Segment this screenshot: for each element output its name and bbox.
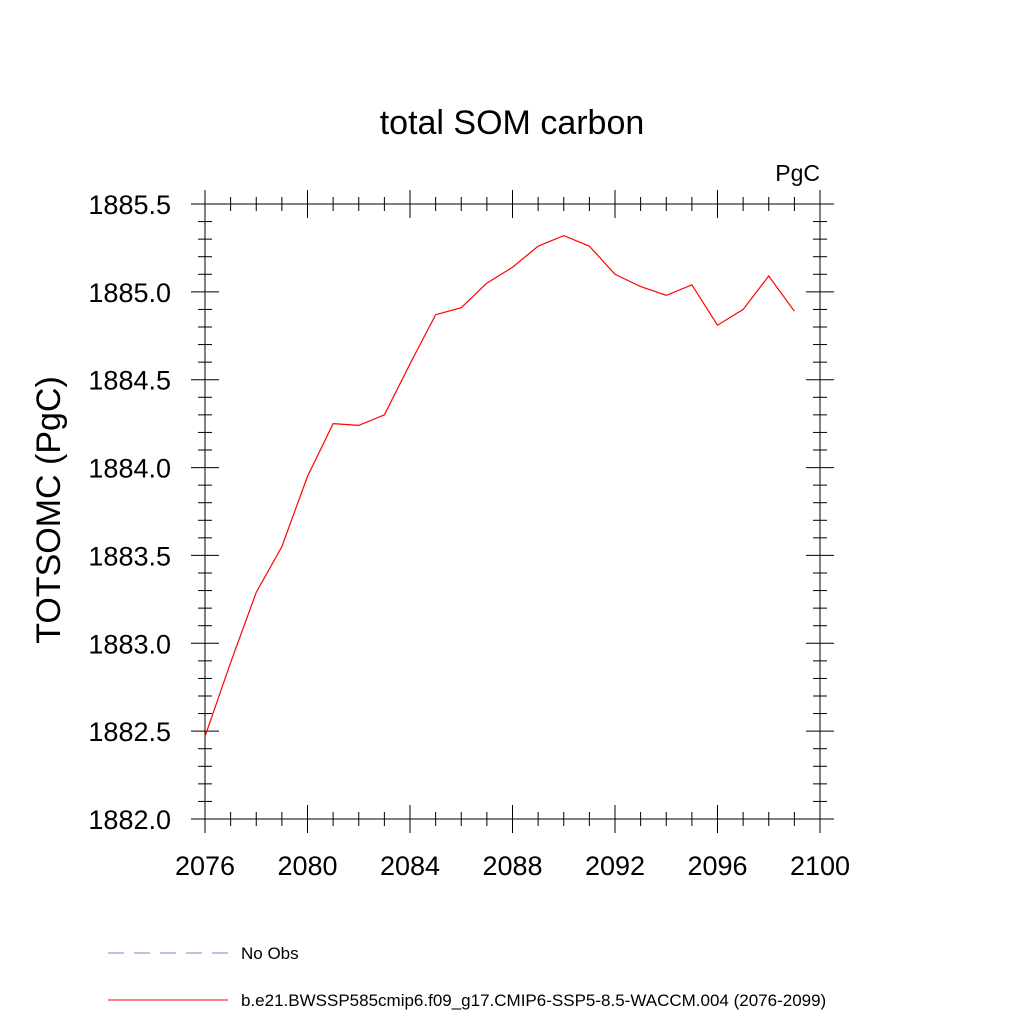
- y-tick-label: 1885.0: [88, 278, 171, 308]
- y-axis-label: TOTSOMC (PgC): [30, 376, 68, 644]
- x-tick-label: 2076: [175, 851, 235, 881]
- units-label: PgC: [775, 160, 820, 186]
- series-layer: [204, 234, 795, 737]
- y-tick-label: 1884.5: [88, 366, 171, 396]
- x-tick-label: 2088: [482, 851, 542, 881]
- y-tick-label: 1883.5: [88, 541, 171, 571]
- chart-title: total SOM carbon: [380, 104, 645, 142]
- y-tick-label: 1883.0: [88, 629, 171, 659]
- y-tick-label: 1882.0: [88, 805, 171, 835]
- y-tick-label: 1882.5: [88, 717, 171, 747]
- y-tick-label: 1884.0: [88, 454, 171, 484]
- x-tick-label: 2080: [277, 851, 337, 881]
- plot-frame: [204, 203, 821, 820]
- legend: No Obs b.e21.BWSSP585cmip6.f09_g17.CMIP6-…: [108, 944, 826, 1010]
- series-line: [204, 234, 795, 737]
- legend-label: No Obs: [241, 944, 299, 963]
- legend-label: b.e21.BWSSP585cmip6.f09_g17.CMIP6-SSP5-8…: [241, 991, 826, 1010]
- x-tick-label: 2096: [687, 851, 747, 881]
- x-tick-label: 2092: [585, 851, 645, 881]
- x-tick-label: 2100: [790, 851, 850, 881]
- y-tick-label: 1885.5: [88, 190, 171, 220]
- axis-ticks: [191, 190, 834, 833]
- axis-tick-labels: 2076 2080 2084 2088 2092 2096 2100 1882.0 1882.5…: [88, 190, 850, 881]
- x-tick-label: 2084: [380, 851, 440, 881]
